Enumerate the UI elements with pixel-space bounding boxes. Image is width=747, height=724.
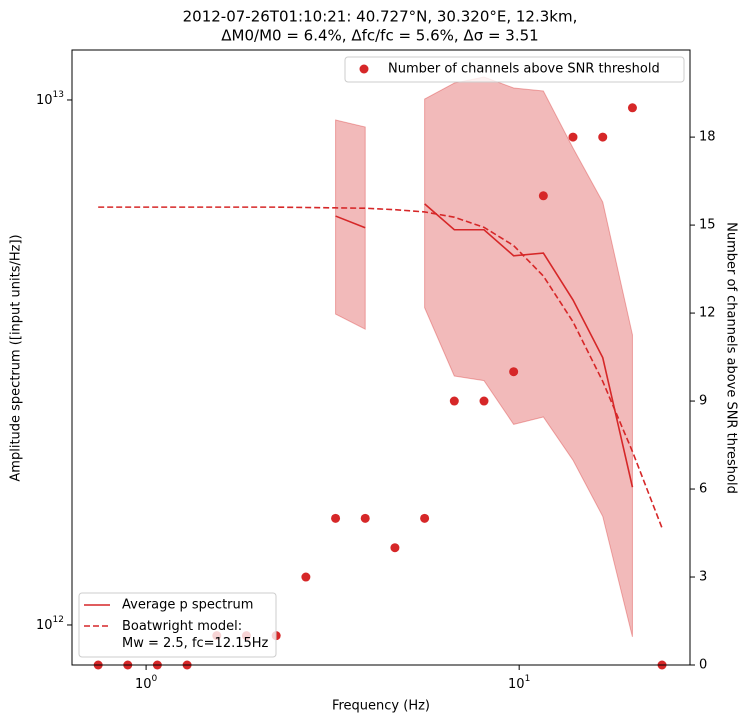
snr-count-dot xyxy=(420,513,430,523)
legend-box xyxy=(78,592,277,658)
y2-tick-label: 6 xyxy=(699,482,707,497)
y-axis-label: Amplitude spectrum ([input units/Hz]) xyxy=(9,234,24,481)
model-line xyxy=(98,206,663,529)
legend-label: Boatwright model: Mw = 2.5, fc=12.15Hz xyxy=(122,619,269,651)
chart-title: 2012-07-26T01:10:21: 40.727°N, 30.320°E,… xyxy=(183,8,578,26)
legend-label: Average p spectrum xyxy=(122,598,253,613)
legend-box xyxy=(344,56,685,83)
y2-tick-label: 9 xyxy=(699,394,707,409)
y-tick-label: 1013 xyxy=(36,89,64,107)
snr-count-dot xyxy=(449,396,459,406)
snr-count-dot xyxy=(331,513,341,523)
snr-count-dot xyxy=(360,513,370,523)
snr-count-dot xyxy=(301,572,311,582)
y2-tick-label: 0 xyxy=(699,658,707,673)
uncertainty-band xyxy=(335,119,366,330)
chart-subtitle: ΔM0/M0 = 6.4%, Δfc/fc = 5.6%, Δσ = 3.51 xyxy=(221,27,538,45)
y2-tick-label: 18 xyxy=(699,130,716,145)
legend-swatch xyxy=(359,64,369,74)
snr-count-dot xyxy=(538,191,548,201)
spectrum-line xyxy=(335,215,366,229)
uncertainty-band xyxy=(424,76,633,638)
y2-tick-label: 15 xyxy=(699,218,716,233)
snr-count-dot xyxy=(390,543,400,553)
y2-axis-label: Number of channels above SNR threshold xyxy=(724,222,739,494)
snr-count-dot xyxy=(568,132,578,142)
spectrum-line xyxy=(424,203,634,488)
y2-tick-label: 12 xyxy=(699,306,716,321)
snr-count-dot xyxy=(598,132,608,142)
snr-count-dot xyxy=(509,367,519,377)
y2-tick-label: 3 xyxy=(699,570,707,585)
plot-frame xyxy=(71,49,691,666)
x-tick-label: 100 xyxy=(135,674,158,692)
snr-count-dot xyxy=(479,396,489,406)
y-tick-label: 1012 xyxy=(36,614,64,632)
legend-label: Number of channels above SNR threshold xyxy=(388,62,660,77)
snr-count-dot xyxy=(627,103,637,113)
x-tick-label: 101 xyxy=(508,674,530,692)
x-axis-label: Frequency (Hz) xyxy=(332,699,430,714)
